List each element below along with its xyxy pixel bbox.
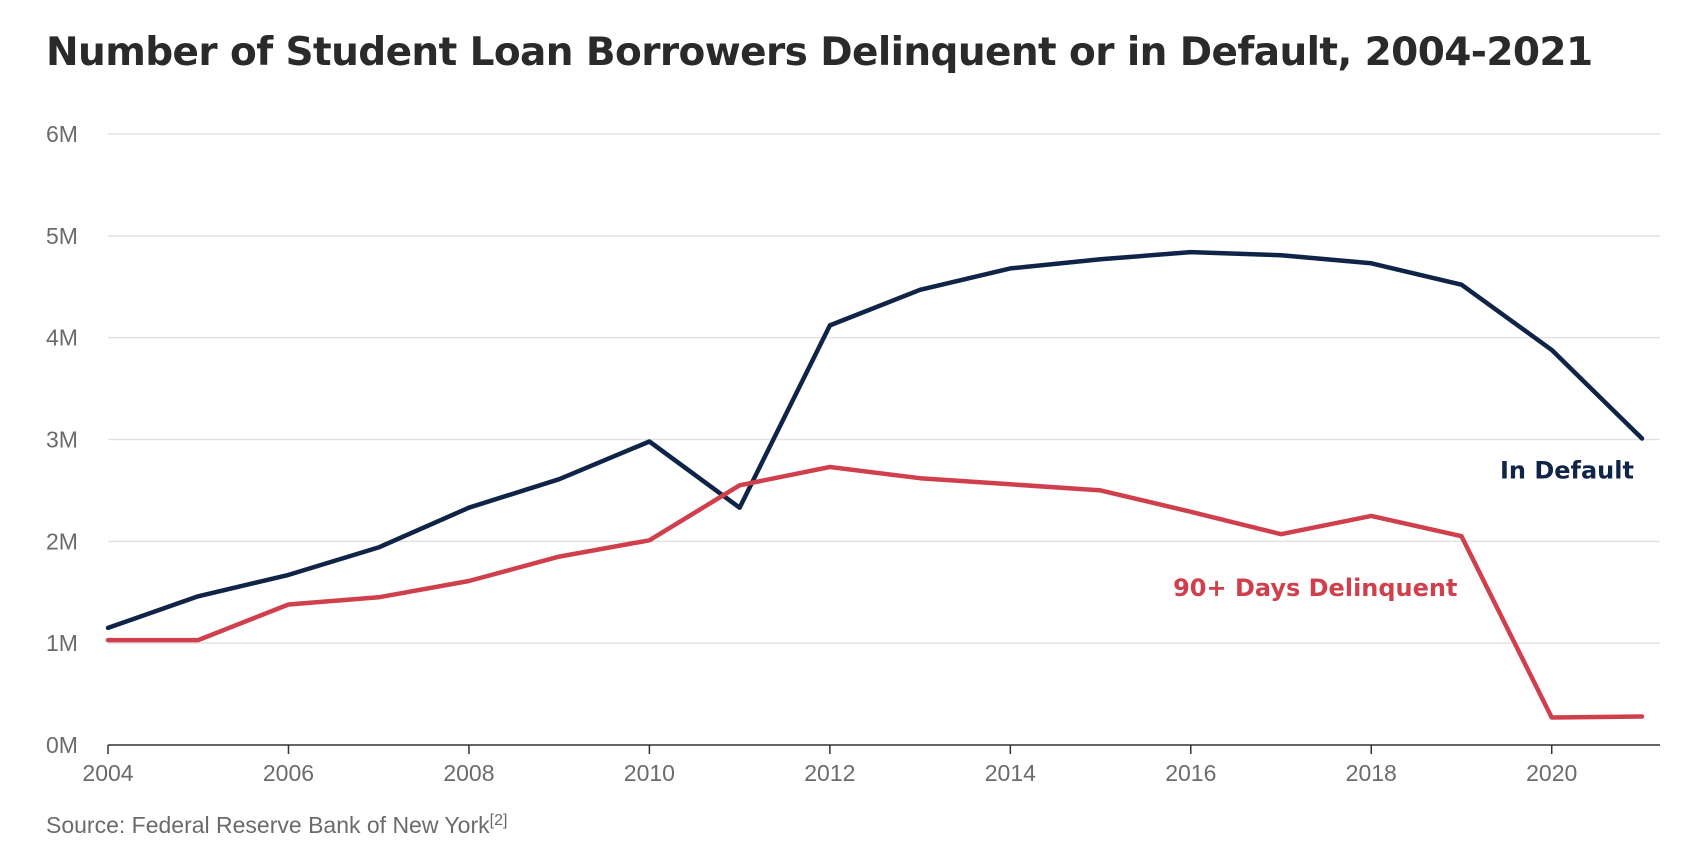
series-labels: In Default 90+ Days Delinquent <box>1173 456 1634 602</box>
source-text: Source: Federal Reserve Bank of New York <box>46 812 490 838</box>
source-reference[interactable]: [2] <box>489 812 508 829</box>
y-tick-label: 5M <box>46 223 78 249</box>
x-tick-label: 2004 <box>82 760 133 786</box>
y-tick-label: 0M <box>46 732 78 758</box>
y-tick-label: 2M <box>46 528 78 554</box>
x-tick-label: 2010 <box>624 760 675 786</box>
y-tick-label: 6M <box>46 121 78 147</box>
x-tick-label: 2018 <box>1346 760 1397 786</box>
series-line-delinquent <box>105 464 1645 720</box>
source-note: Source: Federal Reserve Bank of New York… <box>46 812 507 839</box>
series-line-in-default <box>105 249 1645 631</box>
series-label-delinquent: 90+ Days Delinquent <box>1173 574 1457 602</box>
x-tick-label: 2016 <box>1165 760 1216 786</box>
chart-title: Number of Student Loan Borrowers Delinqu… <box>46 30 1593 75</box>
series-lines <box>105 249 1645 720</box>
x-tick-label: 2020 <box>1526 760 1577 786</box>
grid-lines <box>108 133 1660 644</box>
x-tick-label: 2006 <box>263 760 314 786</box>
y-tick-label: 4M <box>46 325 78 351</box>
axes: 0M 1M 2M 3M 4M 5M 6M 2004 2006 2008 2010 2012 2014 20… <box>46 121 1660 786</box>
x-tick-label: 2012 <box>804 760 855 786</box>
y-tick-label: 1M <box>46 630 78 656</box>
x-tick-label: 2008 <box>443 760 494 786</box>
y-tick-label: 3M <box>46 427 78 453</box>
series-label-in-default: In Default <box>1500 456 1634 484</box>
x-tick-label: 2014 <box>985 760 1036 786</box>
